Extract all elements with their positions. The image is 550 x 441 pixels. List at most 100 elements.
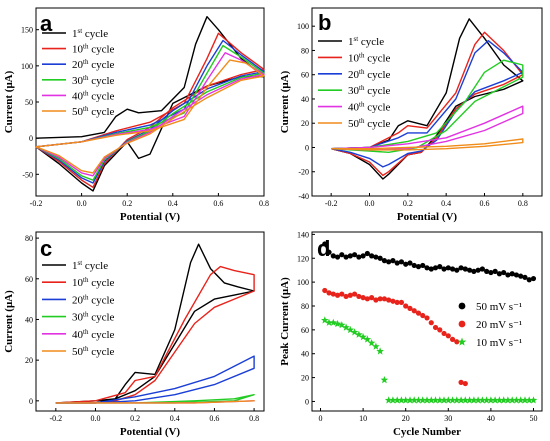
data-point [428,266,434,272]
panel-letter: c [40,236,52,261]
data-point [411,262,417,269]
data-point [474,396,482,404]
data-point [414,396,423,404]
data-point [397,396,406,404]
panel-a: -0.2 0.0 0.2 0.4 0.6 0.8 -50 0 50 100 150 Potential… [3,7,269,223]
data-point [360,253,366,259]
data-point [377,296,383,302]
series-line-2 [35,32,265,188]
data-point [325,318,333,326]
x-tick-label: 0.0 [77,199,87,208]
panel-letter: b [318,10,331,35]
legend-label: 20 mV s⁻¹ [476,319,522,331]
data-point [479,266,485,272]
data-point [466,267,473,273]
panel-b: -0.2 0.0 0.2 0.4 0.6 0.8 -40 -20 0 20 40 60 80 100 Pot… [279,7,543,223]
y-tick-label: 50 [25,98,33,107]
legend-label: 10th cycle [72,43,115,56]
data-point [449,336,456,342]
series-line-3 [55,355,255,404]
data-point [522,274,528,280]
plot-frame [35,231,265,412]
x-tick-label: 0.4 [170,414,180,423]
data-point [445,333,451,339]
series-line-5 [35,52,265,177]
x-tick-label: 0.6 [209,414,219,423]
data-point [444,396,453,404]
data-point [367,339,376,347]
x-tick-label: 30 [444,414,452,423]
data-point [330,253,336,259]
x-tick-label: 10 [359,414,367,423]
y-tick-label: 0 [29,134,33,143]
x-tick-label: -0.2 [325,199,338,208]
x-tick-label: 0.8 [249,414,259,423]
y-tick-label: 150 [21,26,33,35]
x-tick-label: 0.2 [403,199,413,208]
data-point [458,379,464,385]
data-point [330,291,336,297]
data-point [448,396,457,404]
data-point [360,295,366,301]
x-tick-label: 0.6 [480,199,490,208]
data-point [380,376,389,384]
legend-label: 30th cycle [348,84,391,97]
data-point [449,266,456,272]
legend-label: 50 mV s⁻¹ [476,301,522,313]
data-point [376,347,384,355]
data-point [406,396,414,404]
data-point [322,287,328,294]
data-point [343,293,349,300]
data-point [351,252,358,258]
data-point [495,396,504,404]
data-point [326,249,332,255]
legend-label: 40th cycle [72,328,115,341]
data-point [420,262,426,269]
data-point [420,312,426,319]
data-point [482,396,491,404]
panel-c: -0.2 0.0 0.2 0.4 0.6 0.8 0 20 40 60 80 Potential (V… [3,231,265,438]
data-point [339,252,345,258]
data-point [471,268,477,274]
data-point [321,316,329,324]
data-point [369,253,375,259]
data-point [390,298,396,304]
y-tick-label: 0 [29,397,33,406]
y-axis-label: Current (μA) [279,70,291,133]
legend-label: 50th cycle [348,117,391,130]
data-point [369,295,375,301]
data-point [407,305,413,311]
data-point [415,310,422,316]
legend-label: 20th cycle [72,58,115,71]
y-tick-label: 60 [301,326,309,335]
legend-label: 50th cycle [72,345,115,358]
data-point [432,265,439,271]
series-line-3 [331,40,524,168]
data-point [329,318,338,326]
data-point [403,261,409,267]
data-point [462,380,468,387]
y-tick-label: 60 [25,275,33,284]
data-point [356,293,362,300]
data-point [377,255,383,261]
data-point [401,396,410,404]
x-tick-label: 20 [402,414,410,423]
data-point [372,342,380,350]
legend-marker [458,302,466,310]
legend-label: 10th cycle [348,51,391,64]
data-point [499,396,508,404]
data-point [347,253,353,259]
data-point [475,267,481,273]
y-axis-label: Current (μA) [3,290,15,353]
legend-label: 10th cycle [72,276,115,289]
y-tick-label: 20 [301,374,309,383]
x-tick-label: 0.0 [90,414,100,423]
x-tick-label: -0.2 [30,199,43,208]
data-point [394,299,400,306]
data-point [505,272,511,278]
data-point [398,259,405,265]
data-point [424,315,430,321]
data-point [338,321,346,329]
data-point [484,268,490,274]
